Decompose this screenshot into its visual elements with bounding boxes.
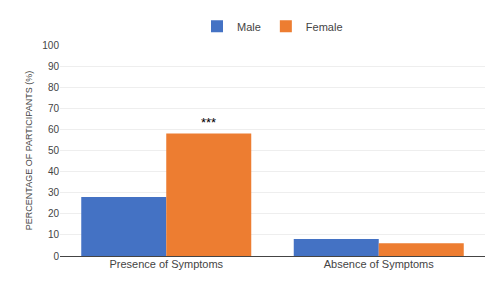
- svg-text:PERCENTAGE OF PARTICIPANTS (%): PERCENTAGE OF PARTICIPANTS (%): [24, 71, 34, 230]
- svg-text:80: 80: [48, 82, 60, 93]
- svg-text:20: 20: [48, 208, 60, 219]
- svg-text:70: 70: [48, 103, 60, 114]
- svg-text:90: 90: [48, 61, 60, 72]
- svg-text:50: 50: [48, 145, 60, 156]
- svg-text:Male: Male: [237, 21, 261, 33]
- svg-text:Presence of Symptoms: Presence of Symptoms: [109, 258, 223, 270]
- svg-text:10: 10: [48, 229, 60, 240]
- svg-text:Female: Female: [306, 21, 343, 33]
- svg-text:40: 40: [48, 166, 60, 177]
- svg-text:100: 100: [42, 40, 59, 51]
- svg-text:30: 30: [48, 187, 60, 198]
- svg-text:60: 60: [48, 124, 60, 135]
- svg-text:Absence of Symptoms: Absence of Symptoms: [324, 258, 435, 270]
- svg-text:0: 0: [53, 251, 59, 262]
- svg-text:***: ***: [201, 115, 216, 130]
